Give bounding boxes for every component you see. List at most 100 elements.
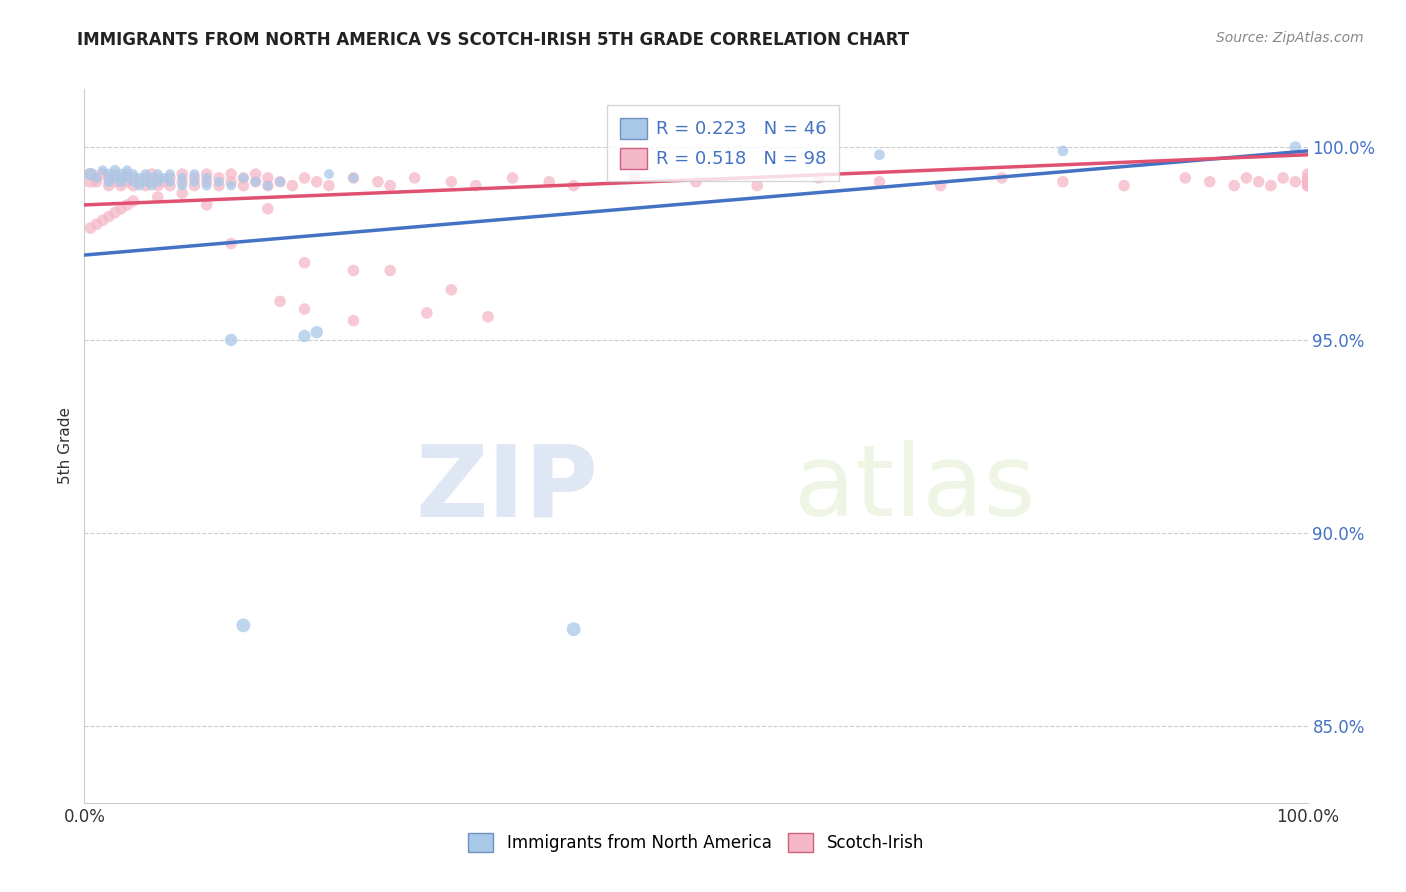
- Point: [97, 178, 120, 193]
- Point: [1114, 178, 1136, 193]
- Point: [159, 170, 181, 185]
- Point: [172, 175, 194, 189]
- Point: [257, 178, 280, 193]
- Point: [195, 170, 218, 185]
- Point: [153, 175, 176, 189]
- Point: [153, 170, 176, 185]
- Point: [232, 618, 254, 632]
- Point: [86, 217, 108, 231]
- Point: [232, 170, 254, 185]
- Point: [135, 178, 157, 193]
- Point: [1198, 175, 1220, 189]
- Point: [115, 198, 138, 212]
- Point: [477, 310, 499, 324]
- Point: [342, 263, 364, 277]
- Point: [172, 178, 194, 193]
- Point: [97, 175, 120, 189]
- Point: [110, 170, 132, 185]
- Point: [269, 175, 291, 189]
- Point: [104, 167, 127, 181]
- Point: [245, 175, 267, 189]
- Point: [342, 313, 364, 327]
- Point: [159, 175, 181, 189]
- Point: [219, 178, 242, 193]
- Point: [146, 167, 169, 181]
- Point: [269, 294, 291, 309]
- Point: [79, 221, 101, 235]
- Point: [404, 170, 426, 185]
- Point: [141, 170, 163, 185]
- Point: [219, 167, 242, 181]
- Point: [1296, 167, 1319, 181]
- Point: [91, 213, 114, 227]
- Point: [135, 175, 157, 189]
- Point: [122, 178, 145, 193]
- Point: [219, 236, 242, 251]
- Point: [232, 170, 254, 185]
- Point: [747, 178, 769, 193]
- Point: [128, 170, 150, 185]
- Point: [294, 329, 316, 343]
- Point: [195, 198, 218, 212]
- Point: [159, 178, 181, 193]
- Point: [195, 167, 218, 181]
- Point: [380, 178, 402, 193]
- Point: [79, 170, 101, 185]
- Point: [1052, 144, 1074, 158]
- Point: [141, 178, 163, 193]
- Text: atlas: atlas: [794, 441, 1035, 537]
- Point: [1296, 175, 1319, 189]
- Point: [380, 263, 402, 277]
- Point: [502, 170, 524, 185]
- Point: [562, 622, 585, 636]
- Point: [1296, 178, 1319, 193]
- Point: [110, 178, 132, 193]
- Point: [86, 170, 108, 185]
- Point: [245, 167, 267, 181]
- Point: [122, 175, 145, 189]
- Point: [294, 256, 316, 270]
- Point: [1052, 175, 1074, 189]
- Point: [110, 202, 132, 216]
- Point: [1223, 178, 1246, 193]
- Point: [562, 178, 585, 193]
- Point: [208, 170, 231, 185]
- Point: [305, 175, 328, 189]
- Point: [257, 178, 280, 193]
- Point: [342, 170, 364, 185]
- Point: [1284, 140, 1306, 154]
- Point: [318, 167, 340, 181]
- Point: [159, 167, 181, 181]
- Point: [97, 210, 120, 224]
- Point: [146, 190, 169, 204]
- Point: [135, 170, 157, 185]
- Point: [294, 301, 316, 316]
- Point: [367, 175, 389, 189]
- Point: [79, 167, 101, 181]
- Point: [685, 175, 707, 189]
- Point: [1284, 175, 1306, 189]
- Point: [208, 178, 231, 193]
- Point: [257, 202, 280, 216]
- Point: [257, 170, 280, 185]
- Point: [172, 167, 194, 181]
- Point: [97, 170, 120, 185]
- Point: [269, 175, 291, 189]
- Point: [122, 170, 145, 185]
- Y-axis label: 5th Grade: 5th Grade: [58, 408, 73, 484]
- Point: [146, 170, 169, 185]
- Point: [219, 175, 242, 189]
- Point: [128, 175, 150, 189]
- Point: [104, 175, 127, 189]
- Point: [440, 283, 463, 297]
- Point: [869, 175, 891, 189]
- Point: [1296, 170, 1319, 185]
- Point: [172, 186, 194, 201]
- Point: [86, 175, 108, 189]
- Point: [183, 175, 205, 189]
- Point: [1260, 178, 1282, 193]
- Point: [1174, 170, 1197, 185]
- Point: [624, 170, 647, 185]
- Point: [110, 167, 132, 181]
- Point: [929, 178, 952, 193]
